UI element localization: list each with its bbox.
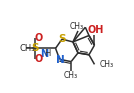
Text: H: H bbox=[45, 49, 51, 58]
Text: OH: OH bbox=[87, 25, 104, 35]
Text: O: O bbox=[35, 33, 43, 43]
Text: N: N bbox=[40, 49, 49, 59]
Text: CH₃: CH₃ bbox=[19, 44, 35, 53]
Text: N: N bbox=[56, 55, 64, 65]
Text: CH₃: CH₃ bbox=[100, 60, 114, 69]
Text: CH₃: CH₃ bbox=[64, 71, 78, 80]
Text: S: S bbox=[32, 43, 39, 53]
Text: O: O bbox=[35, 54, 43, 64]
Text: CH₃: CH₃ bbox=[70, 22, 84, 31]
Text: S: S bbox=[58, 34, 65, 44]
